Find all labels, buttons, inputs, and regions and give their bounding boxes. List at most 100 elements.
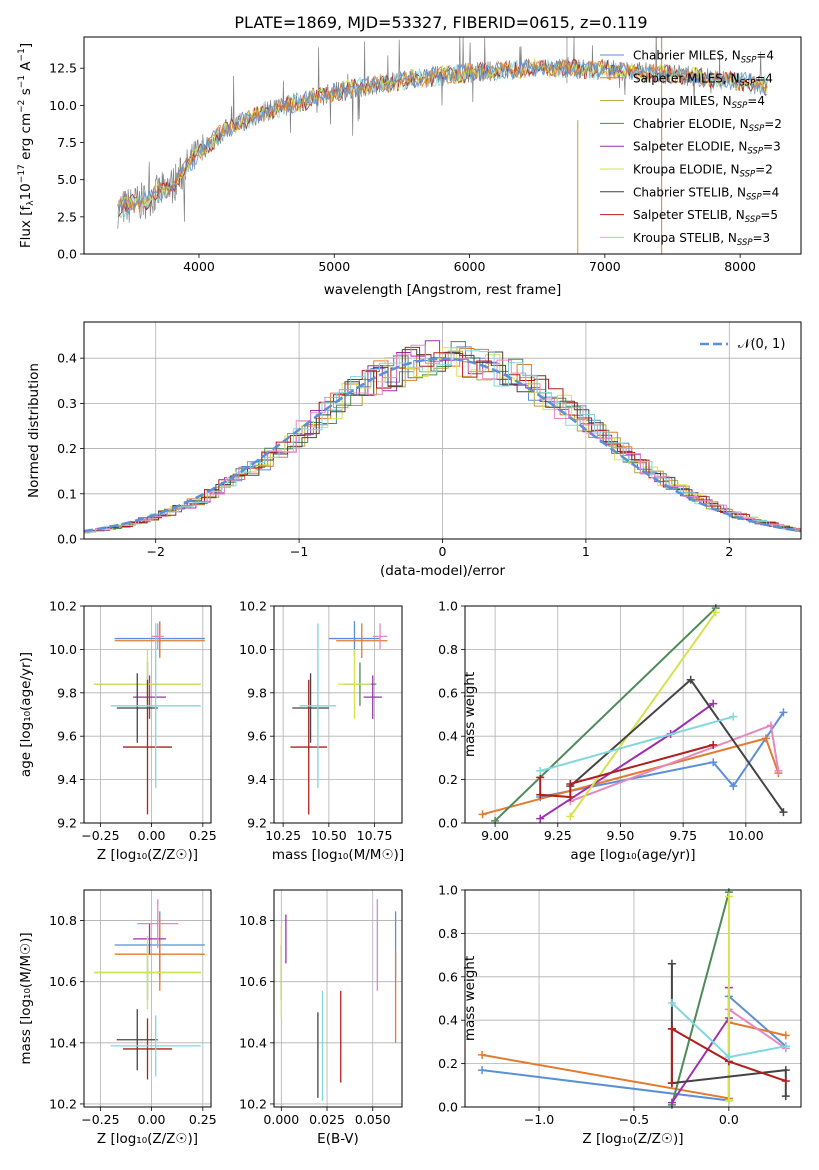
weight-marker <box>667 1079 676 1088</box>
tick-label-y: 10.0 <box>239 642 267 657</box>
legend-label: Kroupa STELIB, NSSP=3 <box>633 231 770 248</box>
legend-label: 𝒩(0, 1) <box>738 337 785 352</box>
tick-label-y: 10.6 <box>49 974 77 989</box>
histogram-step <box>84 347 801 533</box>
weight-marker <box>781 1042 790 1051</box>
axes-frame <box>273 605 403 824</box>
tick-label-x: 0.00 <box>138 828 166 843</box>
weight-marker <box>667 998 676 1007</box>
tick-label-x: −1 <box>290 544 308 559</box>
legend-label-tail: =4 <box>762 185 780 199</box>
legend-label-base: Kroupa ELODIE, N <box>633 163 740 177</box>
tick-label-x: 2 <box>725 544 733 559</box>
errorbar-point <box>114 917 205 991</box>
x-axis-label: Z [log₁₀(Z/Z☉)] <box>97 1131 198 1147</box>
figure-title: PLATE=1869, MJD=53327, FIBERID=0615, z=0… <box>234 13 647 32</box>
tick-label-y: 10.0 <box>49 642 77 657</box>
y-axis-label-part: 10 <box>18 183 34 200</box>
weight-marker <box>709 740 718 749</box>
tick-label-x: 10.75 <box>357 828 393 843</box>
tick-label-y: 10.6 <box>239 974 267 989</box>
errorbar-point <box>363 675 382 719</box>
y-axis-label-sup: −17 <box>17 164 27 183</box>
weight-marker <box>566 779 575 788</box>
weight-marker <box>724 892 733 901</box>
tick-label-y: 10.8 <box>239 913 267 928</box>
legend-label-sub: SSP <box>732 101 748 111</box>
errorbar-point <box>290 679 328 815</box>
tick-label-x: 0.25 <box>189 828 217 843</box>
x-axis-label: mass [log₁₀(M/M☉)] <box>272 847 404 863</box>
histogram-lines <box>84 340 801 534</box>
weight-marker <box>478 1066 487 1075</box>
errorbar-point <box>151 623 164 650</box>
tick-label-y: 0.2 <box>57 441 77 456</box>
axes-residuals: −2 −1 0 1 2 0.0 0.1 0.2 0.3 0.4 (data-model)/error… <box>26 321 802 579</box>
errorbars <box>94 899 205 1080</box>
tick-label-y: 0.4 <box>438 729 458 744</box>
legend-label: Chabrier STELIB, NSSP=4 <box>633 185 779 202</box>
tick-label-x: 0 <box>439 544 447 559</box>
weight-marker <box>566 792 575 801</box>
axes-frame <box>83 321 802 540</box>
tick-label-x: −0.25 <box>81 828 119 843</box>
y-axis-label-part: A <box>18 61 34 75</box>
weight-marker <box>779 708 788 717</box>
tick-label-x: −0.25 <box>81 1112 119 1127</box>
y-axis-label: mass weight <box>462 672 478 757</box>
weight-marker <box>774 766 783 775</box>
legend-label-base: Chabrier MILES, N <box>633 49 741 63</box>
x-axis-label: wavelength [Angstrom, rest frame] <box>324 282 562 298</box>
tick-label-y: 10.2 <box>49 1096 77 1111</box>
legend-label-sub: SSP <box>740 78 756 88</box>
tick-label-y: 9.2 <box>247 816 267 831</box>
tick-label-x: 9.75 <box>669 828 697 843</box>
weight-marker <box>686 675 695 684</box>
weight-lines <box>478 604 788 825</box>
tick-label-y: 0.3 <box>57 396 77 411</box>
tick-label-x: 10.50 <box>311 828 347 843</box>
tick-label-y: 0.0 <box>438 816 458 831</box>
tick-label-x: 10.25 <box>265 828 301 843</box>
legend-label-base: Kroupa STELIB, N <box>633 231 737 245</box>
tick-label-y: 10.2 <box>239 1096 267 1111</box>
tick-label-y: 5.0 <box>57 172 77 187</box>
legend-label: Kroupa ELODIE, NSSP=2 <box>633 163 773 180</box>
y-axis-label-sup: −1 <box>17 75 27 88</box>
legend-label-tail: =2 <box>764 117 782 131</box>
errorbar-point <box>137 899 179 949</box>
weight-marker <box>724 1053 733 1062</box>
legend-label-sub: SSP <box>747 147 763 157</box>
legend-label: Salpeter ELODIE, NSSP=3 <box>633 140 781 157</box>
axes-weight_vs_age: 9.00 9.25 9.50 9.75 10.00 0.0 0.2 0.4 0.6 0.8 1.0 a… <box>438 599 802 863</box>
tick-label-x: 0.000 <box>263 1112 299 1127</box>
tick-label-x: −1.0 <box>524 1112 554 1127</box>
errorbar-point <box>133 923 166 955</box>
legend-label-sub: SSP <box>741 56 757 66</box>
axes-age_vs_Z: −0.25 0.00 0.25 9.2 9.4 9.6 9.8 10.0 10.2 Z [log₁… <box>18 599 217 864</box>
tick-label-y: 9.4 <box>57 772 77 787</box>
legend-label-tail: =4 <box>747 94 765 108</box>
tick-label-y: 0.6 <box>438 685 458 700</box>
errorbar-point <box>336 623 388 659</box>
errorbar-point <box>372 623 388 650</box>
tick-label-x: 0.00 <box>138 1112 166 1127</box>
weight-marker <box>766 721 775 730</box>
axes-spectrum: 4000 5000 6000 7000 8000 0.0 2.5 5.0 7.5 10.0 12.5… <box>17 36 802 298</box>
errorbar-point <box>292 673 329 743</box>
errorbar-point <box>116 1009 158 1071</box>
weight-marker <box>729 782 738 791</box>
legend-label-sub: SSP <box>740 170 756 180</box>
tick-label-x: 8000 <box>724 259 756 274</box>
y-axis-label-part: s <box>18 88 34 99</box>
legend-label: Chabrier MILES, NSSP=4 <box>633 49 774 66</box>
legend-label-base: Chabrier STELIB, N <box>633 185 746 199</box>
legend-label-base: Salpeter ELODIE, N <box>633 140 747 154</box>
weight-marker <box>761 734 770 743</box>
weight-marker <box>566 812 575 821</box>
weight-marker <box>729 712 738 721</box>
tick-label-y: 0.8 <box>438 926 458 941</box>
legend-label: Salpeter STELIB, NSSP=5 <box>633 208 778 225</box>
tick-label-y: 1.0 <box>438 599 458 614</box>
tick-label-y: 0.2 <box>438 1056 458 1071</box>
